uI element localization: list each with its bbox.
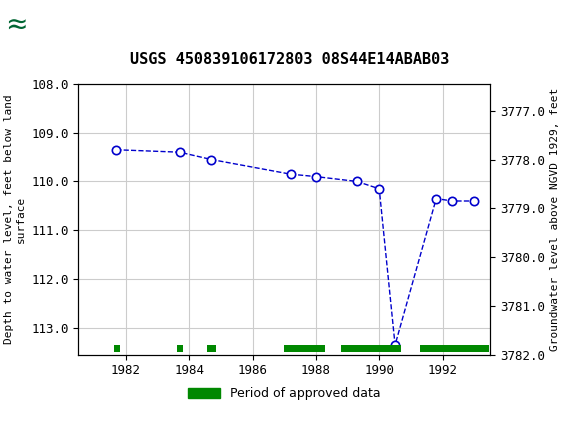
Text: USGS 450839106172803 08S44E14ABAB03: USGS 450839106172803 08S44E14ABAB03 [130, 52, 450, 67]
Bar [341, 345, 401, 352]
Bar [206, 345, 216, 352]
FancyBboxPatch shape [3, 4, 43, 47]
Legend: Period of approved data: Period of approved data [183, 382, 385, 405]
Y-axis label: Groundwater level above NGVD 1929, feet: Groundwater level above NGVD 1929, feet [550, 88, 560, 351]
Bar [420, 345, 488, 352]
Text: USGS: USGS [23, 17, 78, 35]
Bar [284, 345, 325, 352]
Text: ≈: ≈ [5, 11, 28, 39]
Bar [114, 345, 120, 352]
Y-axis label: Depth to water level, feet below land
surface: Depth to water level, feet below land su… [4, 95, 26, 344]
Bar [177, 345, 183, 352]
